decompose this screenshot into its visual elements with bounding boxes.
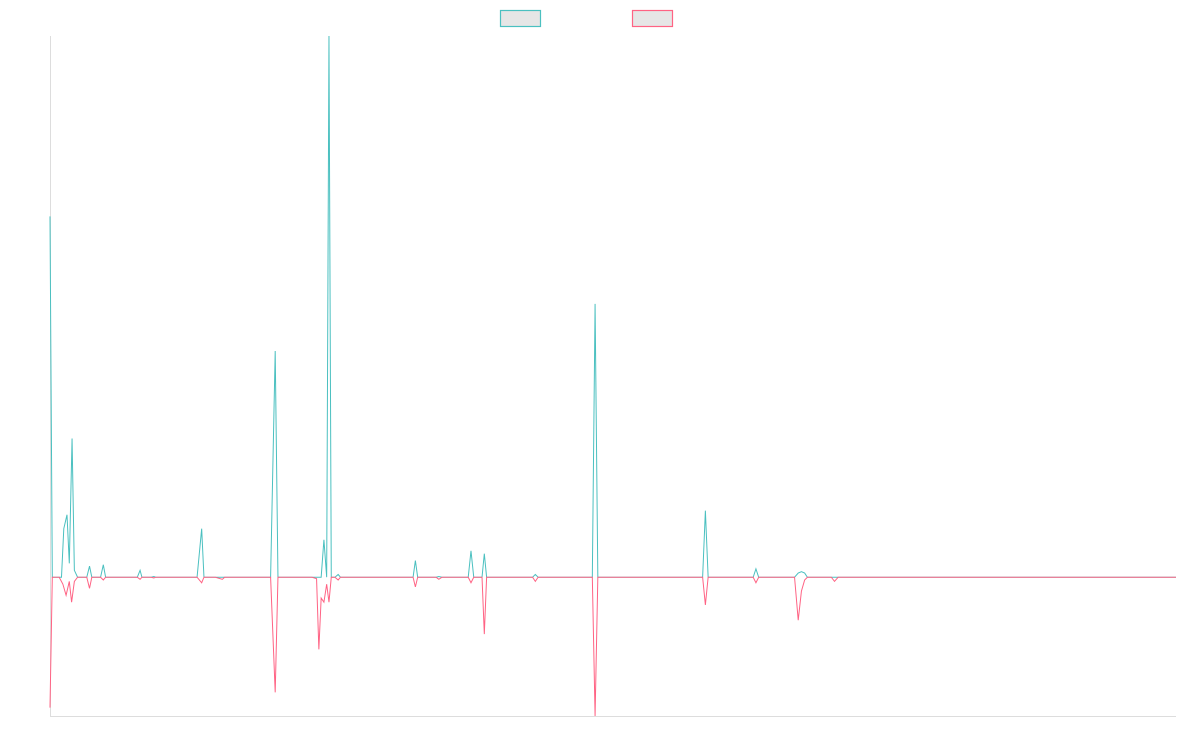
series-line-1 [49,35,1176,578]
axes [50,36,1176,717]
plot-area [49,35,1176,717]
series-line-2 [49,576,1176,717]
legend-swatch-2[interactable] [631,9,674,28]
legend-swatch-1[interactable] [499,9,542,28]
legend[interactable] [499,9,674,28]
